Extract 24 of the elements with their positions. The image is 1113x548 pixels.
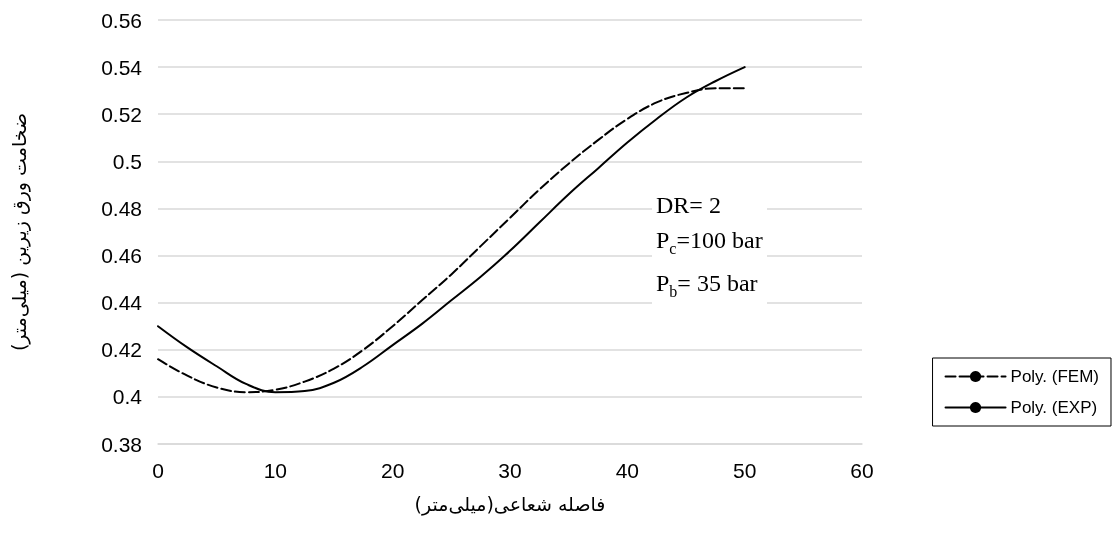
annotation: P$_{c}$=100 bar — [656, 226, 763, 259]
legend-label: Poly. (FEM) — [1010, 367, 1100, 386]
y-axis-title: ضخامت ورق زیرین (میلی‌متر) — [7, 112, 31, 352]
y-tick-label: 0.44 — [101, 291, 143, 315]
x-tick-label: 0 — [152, 459, 164, 482]
y-tick-label: 0.46 — [101, 244, 142, 268]
x-tick-label: 20 — [380, 459, 405, 482]
x-tick-label: 30 — [498, 459, 522, 482]
y-tick-label: 0.42 — [101, 338, 142, 362]
x-tick-label: 50 — [732, 459, 757, 482]
legend-label: Poly. (EXP) — [1010, 398, 1098, 417]
annotation: DR= 2 — [656, 191, 722, 220]
y-tick-label: 0.56 — [101, 8, 142, 32]
y-tick-label: 0.5 — [112, 149, 142, 173]
y-tick-label: 0.52 — [101, 102, 142, 126]
x-tick-label: 10 — [263, 459, 288, 482]
y-tick-label: 0.48 — [101, 196, 142, 220]
y-tick-label: 0.4 — [112, 385, 143, 409]
x-axis-title: فاصله شعاعی(میلی‌متر) — [414, 492, 606, 516]
y-tick-label: 0.54 — [101, 55, 143, 79]
x-tick-label: 60 — [850, 459, 874, 482]
y-tick-label: 0.38 — [101, 432, 142, 456]
annotation: P$_{b}$= 35 bar — [656, 268, 759, 302]
x-tick-label: 40 — [615, 459, 640, 482]
